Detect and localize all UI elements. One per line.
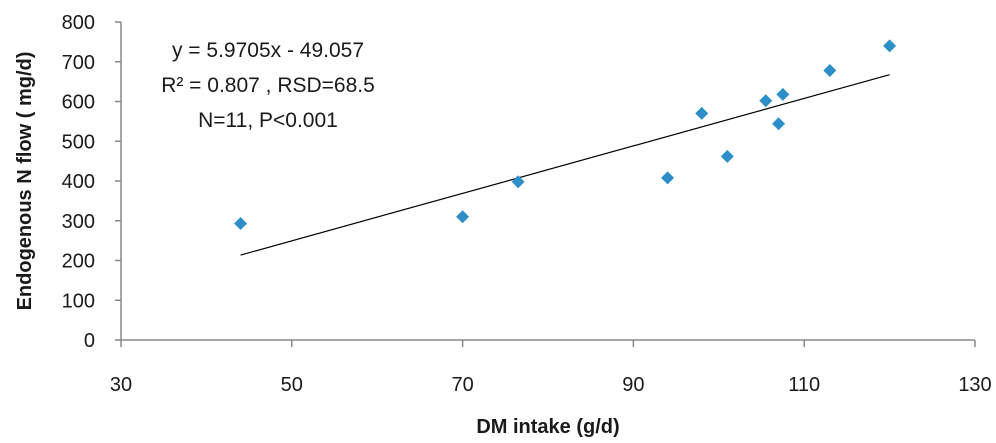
y-tick-label: 200 [62,251,95,273]
y-ticks: 0 100 200 300 400 500 600 700 800 [62,12,121,352]
y-tick-label: 0 [84,330,95,352]
data-point [695,106,709,120]
data-point [823,63,837,77]
data-points [234,39,897,231]
equation-label: y = 5.9705x - 49.057 [172,39,364,62]
data-point [883,39,897,53]
data-point [234,217,248,231]
y-axis-label: Endogenous N flow ( mg/d) [14,52,36,311]
y-tick-label: 100 [62,290,95,312]
x-tick-label: 70 [451,374,473,396]
y-tick-label: 300 [62,211,95,233]
data-point [511,175,525,189]
y-tick-label: 800 [62,12,95,34]
data-point [772,117,786,131]
x-ticks: 30 50 70 90 110 130 [110,340,992,396]
x-tick-label: 130 [958,374,991,396]
y-tick-label: 500 [62,131,95,153]
y-tick-label: 600 [62,92,95,114]
x-tick-label: 90 [622,374,644,396]
y-tick-label: 400 [62,171,95,193]
data-point [661,171,675,185]
r-squared-label: R² = 0.807 , RSD=68.5 [161,74,375,97]
regression-annotation: y = 5.9705x - 49.057 R² = 0.807 , RSD=68… [161,39,375,132]
x-axis-label: DM intake (g/d) [476,416,619,438]
data-point [456,210,470,224]
data-point [720,149,734,163]
n-p-label: N=11, P<0.001 [198,109,338,132]
data-point [759,94,773,108]
y-tick-label: 700 [62,52,95,74]
x-tick-label: 30 [110,374,132,396]
data-point [776,87,790,101]
x-tick-label: 110 [788,374,820,396]
x-tick-label: 50 [281,374,303,396]
trendline [240,74,890,256]
axes: 30 50 70 90 110 130 0 100 200 300 400 500 600 700 800 [62,12,992,396]
